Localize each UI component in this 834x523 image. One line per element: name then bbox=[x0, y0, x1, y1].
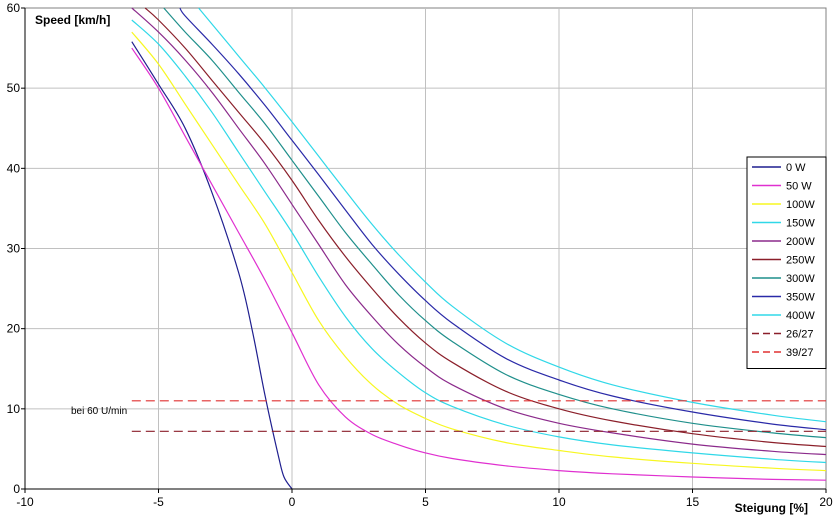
y-tick-label: 60 bbox=[7, 1, 21, 15]
y-tick-label: 30 bbox=[7, 242, 21, 256]
series-lines bbox=[131, 7, 827, 490]
legend: 0 W 50 W 100W 150W 200W 250W 300W 350W 400W 26/27… bbox=[746, 156, 827, 369]
series-line bbox=[131, 19, 827, 464]
legend-label: 400W bbox=[786, 310, 815, 322]
y-tick-label: 50 bbox=[7, 81, 21, 95]
y-tick-label: 0 bbox=[13, 482, 20, 496]
rpm-annotation: bei 60 U/min bbox=[71, 406, 127, 417]
y-tick-label: 10 bbox=[7, 402, 21, 416]
y-tick-label: 20 bbox=[7, 322, 21, 336]
y-axis-title: Speed [km/h] bbox=[35, 13, 110, 27]
x-tick-label: 10 bbox=[552, 495, 566, 509]
legend-box bbox=[746, 156, 827, 369]
series-line bbox=[144, 7, 827, 448]
y-tick-label: 40 bbox=[7, 161, 21, 175]
legend-label: 250W bbox=[786, 255, 815, 267]
axes bbox=[24, 8, 826, 490]
tick-labels: -10 -5 0 5 10 15 20 0 10 20 30 40 50 60 bbox=[7, 1, 833, 509]
legend-label: 300W bbox=[786, 273, 815, 285]
series-line bbox=[131, 31, 827, 472]
series-line bbox=[179, 7, 827, 431]
series-line bbox=[131, 41, 293, 490]
legend-label: 150W bbox=[786, 218, 815, 230]
x-tick-label: 15 bbox=[686, 495, 700, 509]
legend-label: 50 W bbox=[786, 181, 812, 193]
series-line bbox=[131, 7, 827, 456]
x-tick-label: 20 bbox=[819, 495, 833, 509]
x-tick-label: -10 bbox=[16, 495, 34, 509]
x-tick-label: 5 bbox=[422, 495, 429, 509]
series-line bbox=[131, 47, 827, 481]
legend-label: 200W bbox=[786, 236, 815, 248]
x-axis-title: Steigung [%] bbox=[735, 501, 808, 515]
series-line bbox=[163, 7, 827, 439]
x-tick-label: -5 bbox=[153, 495, 164, 509]
legend-label: 350W bbox=[786, 292, 815, 304]
legend-label: 0 W bbox=[786, 162, 806, 174]
x-tick-label: 0 bbox=[289, 495, 296, 509]
series-line bbox=[198, 7, 827, 423]
legend-label: 100W bbox=[786, 199, 815, 211]
legend-label: 26/27 bbox=[786, 329, 814, 341]
legend-label: 39/27 bbox=[786, 347, 814, 359]
